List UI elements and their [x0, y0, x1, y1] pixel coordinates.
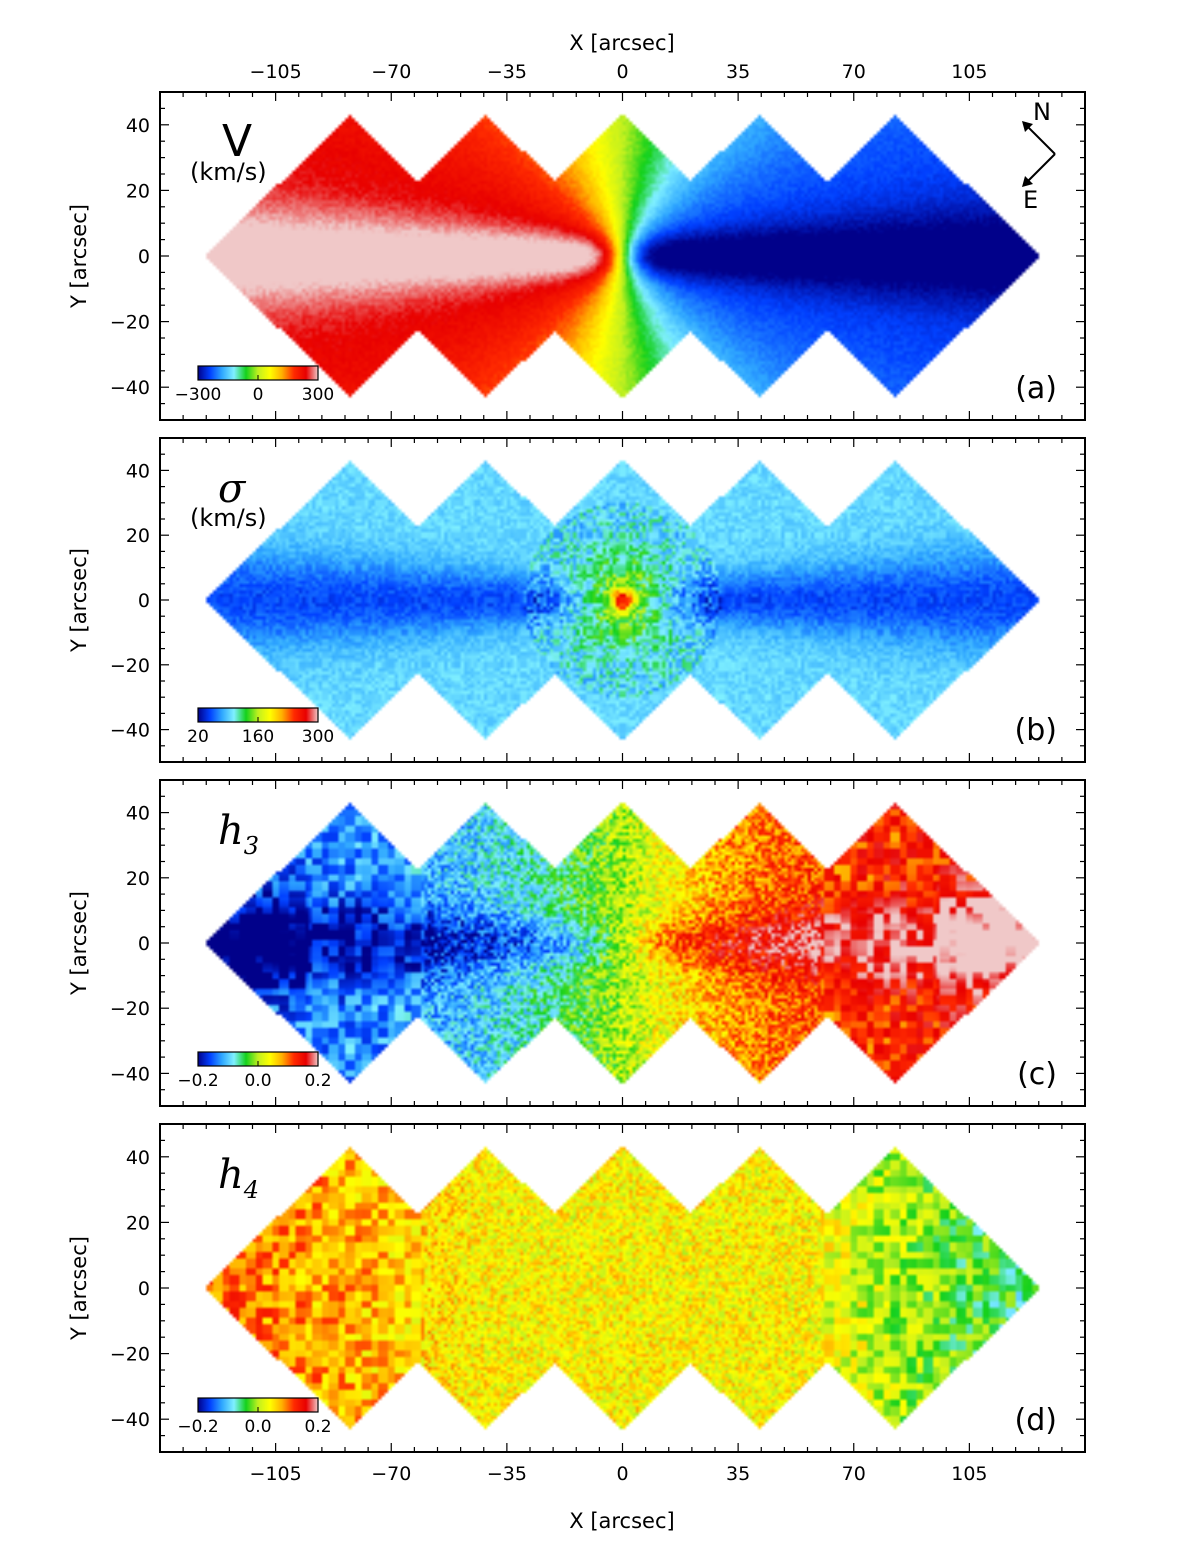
panel-title: σ — [218, 466, 247, 512]
colorbar-tick-label: 0.0 — [244, 1417, 271, 1437]
y-tick-label: 40 — [126, 803, 150, 825]
colorbar-tick-label: −0.2 — [177, 1071, 218, 1091]
y-tick-label: 20 — [126, 525, 150, 547]
y-tick-label: −20 — [110, 998, 150, 1020]
north-arrowhead — [1022, 121, 1033, 132]
panel-units: (km/s) — [190, 504, 267, 532]
y-tick-label: −20 — [110, 312, 150, 334]
east-arrow — [1024, 153, 1056, 185]
y-tick-label: 0 — [138, 933, 150, 955]
panel-letter: (c) — [1017, 1057, 1057, 1092]
panel-title: h4 — [218, 1152, 259, 1204]
panel-letter: (b) — [1015, 713, 1057, 748]
kinematic-map — [160, 1124, 1085, 1452]
panel-letter: (a) — [1015, 371, 1057, 406]
x-tick-label-top: 0 — [616, 61, 628, 83]
y-tick-label: −40 — [110, 720, 150, 742]
colorbar-tick-label: 300 — [302, 385, 334, 405]
x-tick-label-top: 105 — [951, 61, 987, 83]
panel-a: −40 −20 0 20 40 Y [arcsec] −105 −70 −35 0 35 70 105 (… — [67, 61, 1086, 421]
x-tick-label-top: −35 — [487, 61, 527, 83]
x-tick-label: 0 — [616, 1463, 628, 1485]
y-axis-label: Y [arcsec] — [67, 891, 91, 996]
x-tick-label: −105 — [250, 1463, 302, 1485]
y-tick-label: 40 — [126, 460, 150, 482]
y-tick-label: −40 — [110, 377, 150, 399]
y-tick-label: 20 — [126, 868, 150, 890]
panel-title-subscript: 4 — [243, 1176, 259, 1204]
x-tick-label: −70 — [371, 1463, 411, 1485]
y-tick-label: 40 — [126, 1147, 150, 1169]
x-tick-label-top: −105 — [250, 61, 302, 83]
kinematic-map — [160, 92, 1085, 420]
panel-letter: (d) — [1015, 1403, 1057, 1438]
x-tick-label-top: −70 — [371, 61, 411, 83]
y-tick-label: −20 — [110, 1344, 150, 1366]
colorbar-tick-label: 300 — [302, 727, 334, 747]
x-tick-label: 35 — [726, 1463, 750, 1485]
y-tick-label: 0 — [138, 590, 150, 612]
y-tick-label: 40 — [126, 115, 150, 137]
y-tick-label: 0 — [138, 246, 150, 268]
y-tick-label: 20 — [126, 1212, 150, 1234]
y-tick-label: −40 — [110, 1063, 150, 1085]
y-tick-label: 20 — [126, 180, 150, 202]
x-tick-label: −35 — [487, 1463, 527, 1485]
x-tick-label: 105 — [951, 1463, 987, 1485]
colorbar-tick-label: −300 — [175, 385, 222, 405]
x-tick-label-top: 70 — [842, 61, 866, 83]
panel-b: −40 −20 0 20 40 Y [arcsec] (b) σ(km/s) 20 160 300 — [67, 437, 1086, 763]
compass-east-label: E — [1023, 186, 1038, 214]
x-tick-label: 70 — [842, 1463, 866, 1485]
colorbar-tick-label: 0.0 — [244, 1071, 271, 1091]
panel-title-subscript: 3 — [244, 832, 259, 860]
y-axis-label: Y [arcsec] — [67, 1236, 91, 1341]
y-tick-label: 0 — [138, 1278, 150, 1300]
panel-d: −40 −20 0 20 40 Y [arcsec] −105 −70 −35 0 35 70 105 (… — [67, 1123, 1086, 1485]
compass-north-label: N — [1033, 98, 1051, 126]
panel-title: V — [222, 116, 252, 167]
y-axis-label: Y [arcsec] — [67, 548, 91, 653]
colorbar-tick-label: 20 — [187, 727, 209, 747]
colorbar-tick-label: 0 — [253, 385, 264, 405]
bottom-x-axis-label: X [arcsec] — [569, 1509, 674, 1533]
y-tick-label: −20 — [110, 655, 150, 677]
east-arrowhead — [1022, 176, 1033, 187]
panel-units: (km/s) — [190, 158, 267, 186]
y-axis-label: Y [arcsec] — [67, 204, 91, 309]
compass-arrow: NE — [1022, 98, 1056, 214]
north-arrow — [1024, 123, 1056, 155]
colorbar-tick-label: −0.2 — [177, 1417, 218, 1437]
y-tick-label: −40 — [110, 1409, 150, 1431]
colorbar-tick-label: 0.2 — [304, 1417, 331, 1437]
colorbar-tick-label: 160 — [242, 727, 274, 747]
colorbar-tick-label: 0.2 — [304, 1071, 331, 1091]
x-tick-label-top: 35 — [726, 61, 750, 83]
top-x-axis-label: X [arcsec] — [569, 31, 674, 55]
